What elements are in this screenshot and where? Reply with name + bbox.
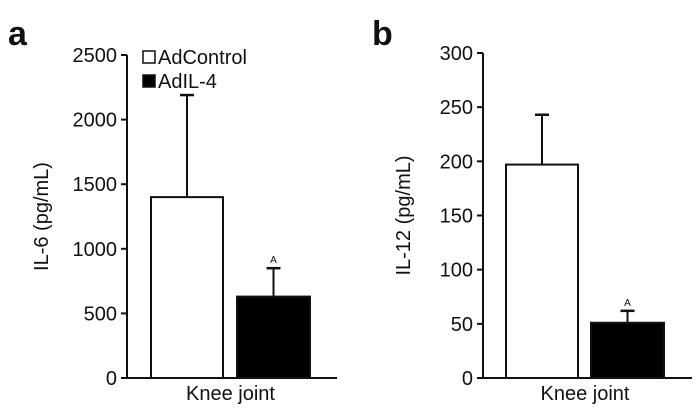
panel-a: a 0 500 1000 1500 2000 2500 IL-6 (pg/mL) Knee jo… [8, 15, 337, 405]
y-tick-label: 1500 [73, 174, 118, 196]
significance-marker: A [270, 255, 277, 266]
y-tick-label: 300 [440, 43, 473, 65]
x-axis-label: Knee joint [186, 383, 275, 405]
panel-label: b [372, 15, 393, 53]
legend-label: AdIL-4 [158, 71, 217, 93]
y-tick-label: 100 [440, 260, 473, 282]
y-tick-label: 2000 [73, 110, 118, 132]
legend-label: AdControl [158, 47, 247, 69]
y-tick-label: 1000 [73, 239, 118, 261]
y-axis-label: IL-12 (pg/mL) [393, 155, 415, 275]
panel-label: a [8, 15, 28, 53]
bar-series-0 [505, 163, 579, 379]
legend-swatch [142, 50, 156, 64]
y-tick-label: 2500 [73, 45, 118, 67]
bar-series-1 [590, 321, 665, 379]
y-tick-label: 500 [84, 303, 117, 325]
y-tick-label: 0 [462, 368, 473, 390]
x-axis-label: Knee joint [541, 383, 630, 405]
y-tick-label: 50 [451, 314, 473, 336]
y-axis-label: IL-6 (pg/mL) [31, 162, 53, 271]
bar-adcontrol [150, 196, 224, 379]
y-tick-label: 200 [440, 151, 473, 173]
y-tick-label: 250 [440, 97, 473, 119]
significance-marker: A [624, 298, 631, 309]
y-tick-label: 150 [440, 206, 473, 228]
legend-swatch [142, 74, 156, 88]
bar-adil-4 [236, 295, 311, 380]
panel-b: b 0 50 100 150 200 250 300 IL-12 (pg/mL) Knee joi… [372, 15, 692, 405]
y-tick-label: 0 [106, 368, 117, 390]
